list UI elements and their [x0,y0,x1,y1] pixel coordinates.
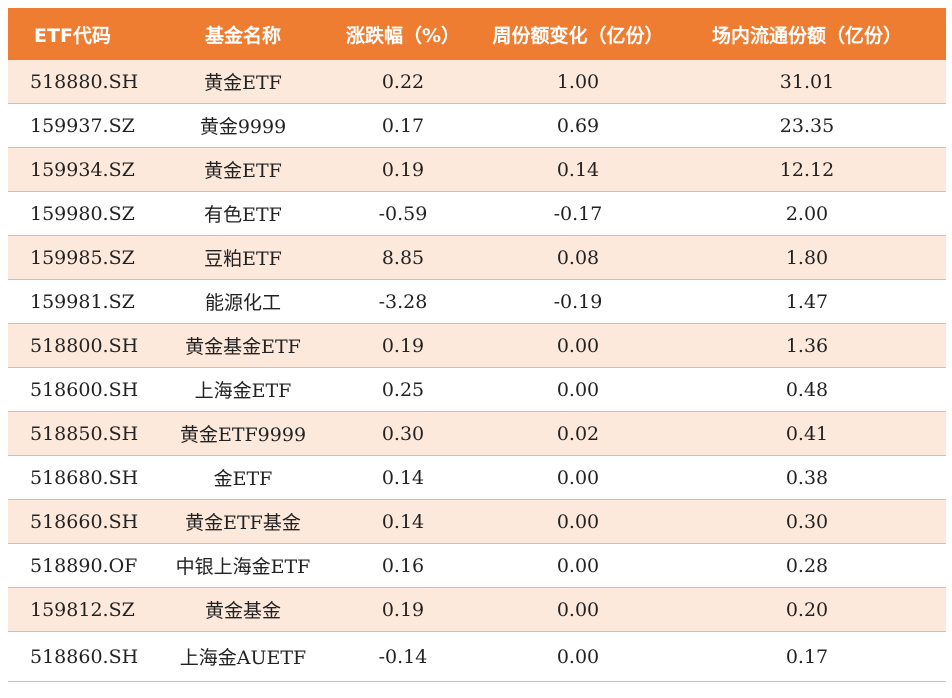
cell-change-pct: 0.30 [381,422,425,445]
cell-fund-name: 豆粕ETF [204,248,282,270]
cell-etf-code: 518600.SH [30,378,139,401]
cell-circulating-shares: 0.41 [785,422,829,445]
cell-etf-code: 518860.SH [30,645,139,668]
table-row: 518850.SH 黄金ETF9999 0.30 0.02 0.41 [8,412,946,456]
cell-fund-name: 黄金基金ETF [185,336,301,358]
cell-fund-name: 中银上海金ETF [175,556,311,578]
cell-etf-code: 518890.OF [30,554,138,577]
cell-fund-name: 黄金ETF基金 [185,512,301,534]
table-row: 159980.SZ 有色ETF -0.59 -0.17 2.00 [8,192,946,236]
cell-weekly-share-change: 1.00 [556,70,600,93]
etf-table: ETF代码 基金名称 涨跌幅（%） 周份额变化（亿份） 场内流通份额（亿份） 5… [8,8,946,682]
cell-fund-name: 黄金ETF [204,160,282,182]
cell-fund-name: 能源化工 [204,292,281,314]
cell-etf-code: 518880.SH [30,70,139,93]
cell-circulating-shares: 12.12 [779,158,835,181]
table-row: 518680.SH 金ETF 0.14 0.00 0.38 [8,456,946,500]
cell-weekly-share-change: 0.02 [556,422,600,445]
header-fund-name: 基金名称 [204,24,281,47]
cell-etf-code: 518800.SH [30,334,139,357]
table-row: 159934.SZ 黄金ETF 0.19 0.14 12.12 [8,148,946,192]
cell-change-pct: 0.22 [381,70,425,93]
cell-change-pct: 0.16 [381,554,425,577]
cell-fund-name: 金ETF [213,468,273,490]
cell-weekly-share-change: 0.00 [556,510,600,533]
header-etf-code: ETF代码 [34,24,111,47]
cell-circulating-shares: 0.48 [785,378,829,401]
cell-etf-code: 159981.SZ [30,290,135,313]
cell-fund-name: 黄金ETF [204,72,282,94]
cell-circulating-shares: 1.47 [785,290,829,313]
table-body: 518880.SH 黄金ETF 0.22 1.00 31.01 159937.SZ 黄金99… [8,60,946,682]
cell-weekly-share-change: 0.00 [556,554,600,577]
table-row: 518860.SH 上海金AUETF -0.14 0.00 0.17 [8,632,946,682]
cell-circulating-shares: 0.30 [785,510,829,533]
cell-change-pct: 0.19 [381,334,425,357]
cell-change-pct: 0.17 [381,114,425,137]
table-row: 159812.SZ 黄金基金 0.19 0.00 0.20 [8,588,946,632]
cell-change-pct: 0.19 [381,158,425,181]
header-weekly-share-change: 周份额变化（亿份） [492,24,664,47]
cell-change-pct: -3.28 [378,290,428,313]
cell-circulating-shares: 23.35 [779,114,835,137]
cell-etf-code: 518680.SH [30,466,139,489]
cell-fund-name: 黄金基金 [204,600,281,622]
cell-change-pct: 0.19 [381,598,425,621]
cell-fund-name: 有色ETF [204,204,282,226]
cell-change-pct: 0.25 [381,378,425,401]
cell-weekly-share-change: 0.14 [556,158,600,181]
cell-weekly-share-change: -0.19 [553,290,603,313]
header-change-pct: 涨跌幅（%） [345,24,461,47]
cell-weekly-share-change: 0.00 [556,378,600,401]
cell-weekly-share-change: 0.08 [556,246,600,269]
table-row: 159985.SZ 豆粕ETF 8.85 0.08 1.80 [8,236,946,280]
cell-circulating-shares: 0.17 [785,645,829,668]
cell-etf-code: 159934.SZ [30,158,135,181]
cell-fund-name: 上海金AUETF [179,647,307,669]
cell-etf-code: 518660.SH [30,510,139,533]
cell-circulating-shares: 0.28 [785,554,829,577]
table-row: 518800.SH 黄金基金ETF 0.19 0.00 1.36 [8,324,946,368]
table-row: 518890.OF 中银上海金ETF 0.16 0.00 0.28 [8,544,946,588]
cell-fund-name: 黄金9999 [199,116,287,138]
cell-circulating-shares: 2.00 [785,202,829,225]
cell-fund-name: 上海金ETF [194,380,292,402]
table-row: 518880.SH 黄金ETF 0.22 1.00 31.01 [8,60,946,104]
table-row: 159981.SZ 能源化工 -3.28 -0.19 1.47 [8,280,946,324]
cell-weekly-share-change: -0.17 [553,202,603,225]
table-row: 159937.SZ 黄金9999 0.17 0.69 23.35 [8,104,946,148]
cell-weekly-share-change: 0.00 [556,334,600,357]
table-row: 518600.SH 上海金ETF 0.25 0.00 0.48 [8,368,946,412]
cell-weekly-share-change: 0.00 [556,598,600,621]
cell-etf-code: 159980.SZ [30,202,135,225]
cell-etf-code: 159812.SZ [30,598,135,621]
cell-etf-code: 518850.SH [30,422,139,445]
cell-circulating-shares: 1.36 [785,334,829,357]
cell-weekly-share-change: 0.69 [556,114,600,137]
cell-circulating-shares: 1.80 [785,246,829,269]
cell-change-pct: 0.14 [381,510,425,533]
header-circulating-shares: 场内流通份额（亿份） [711,24,902,47]
table-row: 518660.SH 黄金ETF基金 0.14 0.00 0.30 [8,500,946,544]
cell-circulating-shares: 0.38 [785,466,829,489]
cell-etf-code: 159937.SZ [30,114,135,137]
cell-weekly-share-change: 0.00 [556,466,600,489]
cell-change-pct: 0.14 [381,466,425,489]
cell-change-pct: -0.14 [378,645,428,668]
cell-circulating-shares: 0.20 [785,598,829,621]
table-header-row: ETF代码 基金名称 涨跌幅（%） 周份额变化（亿份） 场内流通份额（亿份） [8,8,946,60]
cell-etf-code: 159985.SZ [30,246,135,269]
cell-weekly-share-change: 0.00 [556,645,600,668]
cell-circulating-shares: 31.01 [779,70,835,93]
cell-fund-name: 黄金ETF9999 [179,424,307,446]
cell-change-pct: -0.59 [378,202,428,225]
cell-change-pct: 8.85 [381,246,425,269]
